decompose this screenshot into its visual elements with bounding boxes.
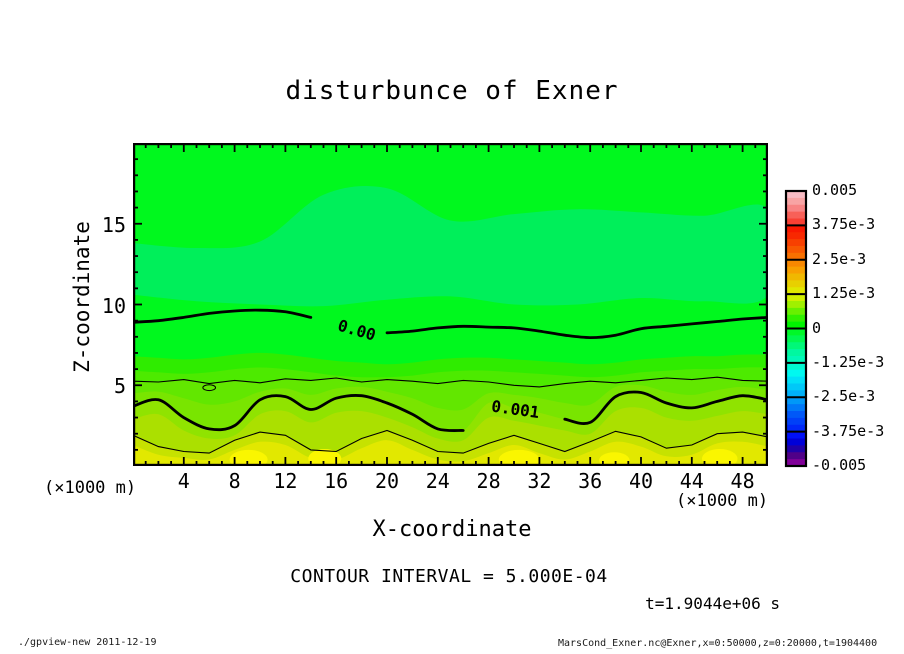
plot-area: 0.00 0.001 — [133, 143, 768, 466]
colorbar-step — [786, 411, 806, 419]
contour-line — [385, 316, 768, 340]
colorbar-step — [786, 191, 806, 199]
x-tick-label: 20 — [374, 469, 400, 493]
colorbar-step — [786, 307, 806, 316]
contour-line — [133, 376, 768, 388]
colorbar-step — [786, 294, 806, 302]
colorbar-step — [786, 397, 806, 405]
shade-patch — [133, 185, 768, 307]
colorbar-step — [786, 376, 806, 384]
colorbar-tick-label: 3.75e-3 — [812, 215, 876, 234]
colorbar-step — [786, 314, 806, 323]
colorbar-step — [786, 431, 806, 439]
colorbar-step — [786, 342, 806, 350]
colorbar-step — [786, 280, 806, 288]
x-tick-label: 40 — [628, 469, 654, 493]
contour-line — [133, 429, 768, 454]
hot-spot — [701, 449, 738, 466]
y-axis-unit: (×1000 m) — [44, 478, 137, 498]
colorbar-step — [786, 211, 806, 219]
contour-line — [563, 390, 768, 425]
colorbar-step — [786, 390, 806, 398]
colorbar-step — [786, 239, 806, 247]
colorbar-step — [786, 204, 806, 213]
colorbar-step — [786, 417, 806, 426]
y-tick-label: 10 — [101, 293, 126, 318]
colorbar-step — [786, 438, 806, 446]
contour-line — [133, 308, 313, 324]
x-tick-label: 48 — [730, 469, 755, 493]
plot-frame — [133, 143, 768, 466]
colorbar-step — [786, 459, 806, 467]
colorbar-tick-label: -0.005 — [812, 456, 867, 474]
hot-spot — [229, 449, 268, 466]
colorbar-step — [786, 218, 806, 226]
hot-spot — [308, 449, 342, 466]
colorbar-tick-label: 0 — [812, 318, 822, 337]
colorbar-step — [786, 252, 806, 261]
x-tick-label: 16 — [324, 469, 349, 493]
colorbar — [784, 189, 808, 472]
x-tick-label: 4 — [177, 469, 190, 493]
time-annotation: t=1.9044e+06 s — [645, 594, 780, 613]
colorbar-step — [786, 287, 806, 295]
colorbar-step — [786, 404, 806, 412]
colorbar-step — [786, 424, 806, 433]
colorbar-step — [786, 356, 806, 364]
x-axis-label: X-coordinate — [372, 517, 532, 542]
colorbar-canvas — [784, 189, 808, 468]
colorbar-step — [786, 445, 806, 453]
footer-command-line: ./gpview-new 2011-12-19 — [18, 637, 157, 648]
colorbar-step — [786, 246, 806, 254]
colorbar-step — [786, 452, 806, 460]
colorbar-tick-label: -3.75e-3 — [812, 421, 885, 440]
colorbar-step — [786, 273, 806, 281]
colorbar-step — [786, 321, 806, 329]
colorbar-step — [786, 328, 806, 336]
colorbar-frame — [784, 189, 808, 468]
footer-dataset-info: MarsCond_Exner.nc@Exner,x=0:50000,z=0:20… — [558, 638, 878, 649]
x-tick-label: 28 — [476, 469, 501, 493]
colorbar-step — [786, 383, 806, 391]
colorbar-tick-label: -1.25e-3 — [812, 352, 885, 371]
colorbar-step — [786, 369, 806, 378]
mini-contour-loop — [202, 384, 217, 392]
colorbar-tick-label: 1.25e-3 — [812, 284, 876, 303]
colorbar-tick-label: -2.5e-3 — [812, 387, 876, 406]
hot-spot — [599, 452, 630, 466]
x-tick-label: 32 — [527, 469, 552, 493]
x-tick-label: 44 — [679, 469, 704, 493]
colorbar-step — [786, 301, 806, 309]
colorbar-step — [786, 335, 806, 343]
colorbar-step — [786, 197, 806, 206]
colorbar-step — [786, 266, 806, 274]
y-tick-label: 15 — [101, 212, 126, 237]
contour-line — [133, 394, 465, 432]
colorbar-step — [786, 349, 806, 357]
colorbar-step — [786, 362, 806, 371]
colorbar-tick-label: 2.5e-3 — [812, 249, 867, 268]
x-axis-unit: (×1000 m) — [676, 491, 769, 511]
x-tick-label: 12 — [273, 469, 298, 493]
colorbar-tick-label: 0.005 — [812, 181, 858, 199]
colorbar-step — [786, 225, 806, 233]
x-tick-label: 24 — [425, 469, 450, 493]
page-title: disturbunce of Exner — [285, 76, 619, 106]
colorbar-step — [786, 259, 806, 268]
x-tick-label: 36 — [578, 469, 603, 493]
contour-interval-note: CONTOUR INTERVAL = 5.000E-04 — [290, 566, 608, 587]
x-tick-label: 8 — [228, 469, 241, 493]
y-tick-label: 5 — [113, 374, 126, 399]
hot-spot — [498, 449, 540, 466]
colorbar-step — [786, 232, 806, 240]
contour-plot-canvas: 0.000.001 — [133, 143, 768, 466]
